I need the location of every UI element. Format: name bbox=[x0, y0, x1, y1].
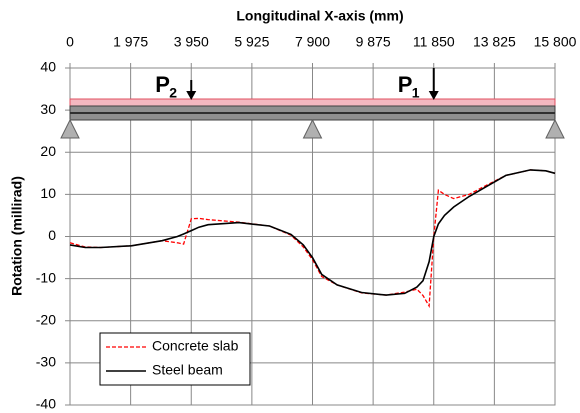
load-subscript: 2 bbox=[169, 85, 177, 101]
x-tick-label: 1 975 bbox=[113, 34, 148, 50]
x-tick-label: 11 850 bbox=[413, 34, 455, 50]
support bbox=[60, 118, 80, 139]
y-tick-label: 0 bbox=[48, 227, 56, 243]
y-tick-label: 20 bbox=[40, 143, 56, 159]
load-arrowhead bbox=[428, 91, 439, 100]
chart-title: Longitudinal X-axis (mm) bbox=[236, 8, 403, 24]
load-subscript: 1 bbox=[412, 85, 420, 101]
legend-label: Concrete slab bbox=[152, 338, 239, 354]
y-tick-label: -10 bbox=[36, 269, 56, 285]
x-tick-label: 5 925 bbox=[234, 34, 269, 50]
y-tick-label: -30 bbox=[36, 354, 56, 370]
legend-label: Steel beam bbox=[152, 362, 223, 378]
series-line bbox=[69, 169, 556, 296]
x-tick-label: 3 950 bbox=[174, 34, 209, 50]
plot-frame bbox=[69, 67, 556, 406]
load-label: P bbox=[155, 72, 170, 97]
x-tick-label: 13 825 bbox=[473, 34, 516, 50]
y-tick-label: -20 bbox=[36, 311, 56, 327]
support bbox=[545, 118, 565, 139]
x-tick-label: 9 875 bbox=[356, 34, 391, 50]
y-tick-label: 30 bbox=[40, 101, 56, 117]
y-axis-label: Rotation (millirad) bbox=[9, 176, 25, 296]
y-tick-label: 40 bbox=[40, 59, 56, 75]
x-tick-label: 7 900 bbox=[295, 34, 330, 50]
slab bbox=[69, 98, 556, 107]
x-tick-label: 15 800 bbox=[534, 34, 577, 50]
load-arrowhead bbox=[186, 91, 197, 100]
y-tick-label: -40 bbox=[36, 396, 56, 412]
support bbox=[302, 118, 323, 139]
legend-box bbox=[99, 332, 251, 386]
x-tick-label: 0 bbox=[66, 34, 74, 50]
load-label: P bbox=[398, 72, 413, 97]
y-tick-label: 10 bbox=[40, 185, 56, 201]
